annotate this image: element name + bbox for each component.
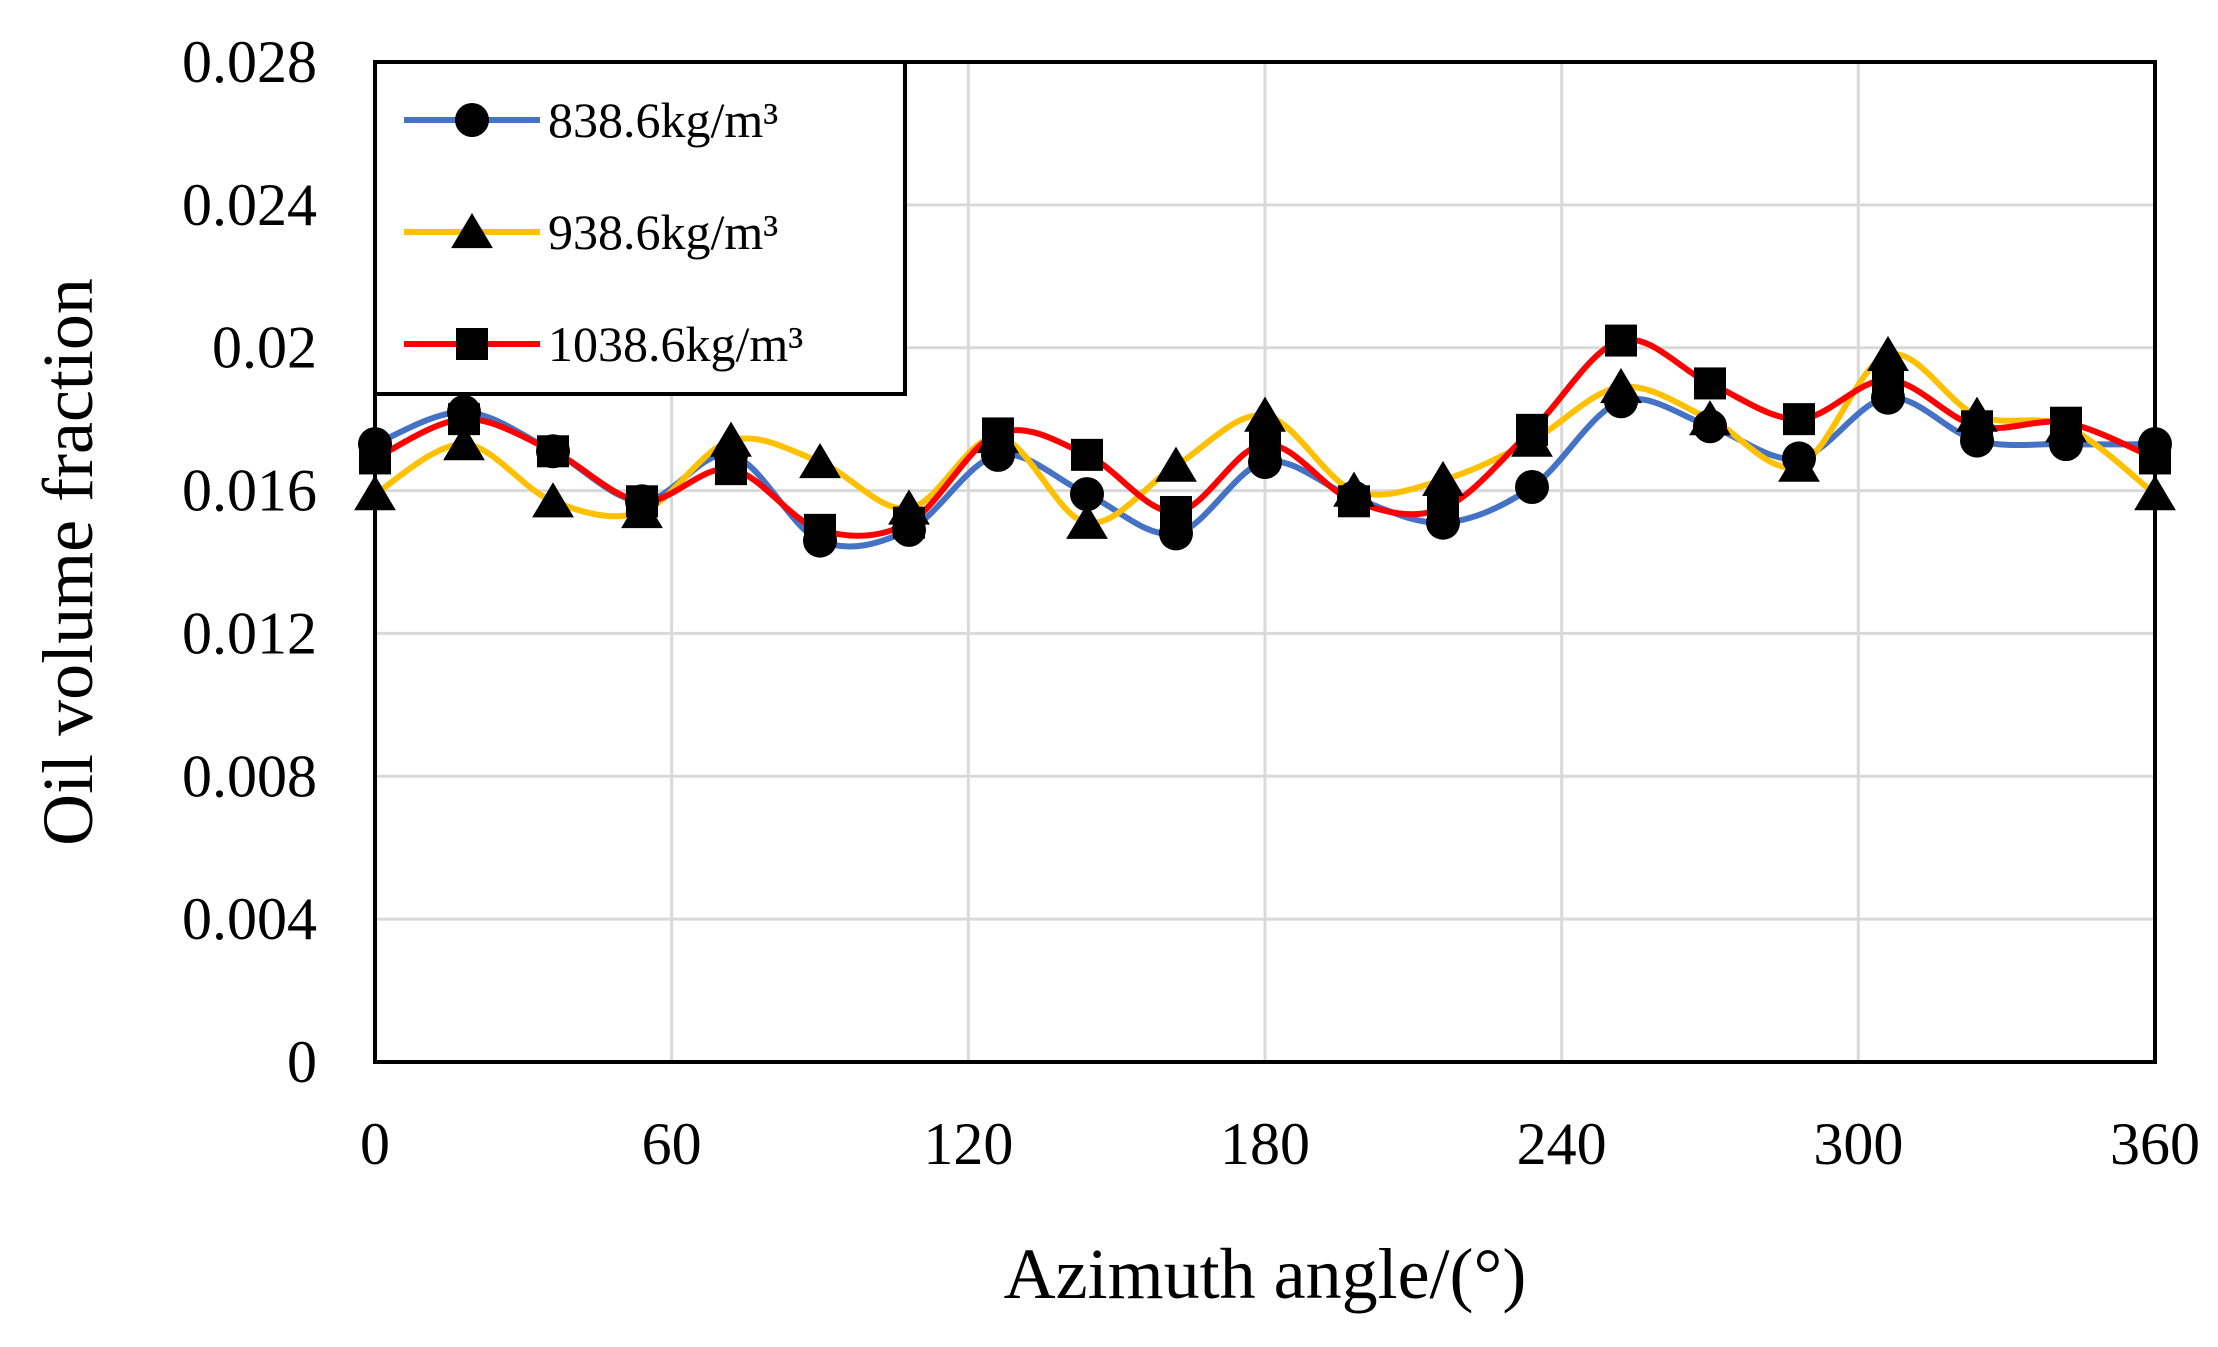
data-point-triangle-marker xyxy=(532,482,574,518)
data-point-square-marker xyxy=(1338,485,1370,518)
plot-area-frame xyxy=(373,60,2157,1064)
y-tick-label: 0.028 xyxy=(182,29,317,95)
series-3-markers xyxy=(359,324,2171,546)
legend-item-2: 938.6kg/m³ xyxy=(404,204,778,260)
y-axis-tick-labels: 0 0.004 0.008 0.012 0.016 0.02 0.024 0.028 xyxy=(182,29,317,1095)
x-tick-label: 360 xyxy=(2110,1111,2200,1177)
data-point-square-marker xyxy=(448,403,480,436)
legend-label: 838.6kg/m³ xyxy=(548,92,778,148)
data-point-triangle-marker xyxy=(710,421,752,457)
data-point-triangle-marker xyxy=(443,425,485,461)
x-tick-label: 240 xyxy=(1517,1111,1607,1177)
data-point-square-marker xyxy=(715,453,747,486)
data-point-square-marker xyxy=(1516,413,1548,446)
legend-circle-marker xyxy=(455,103,489,137)
y-tick-label: 0.024 xyxy=(182,172,317,238)
data-point-square-marker xyxy=(1249,428,1281,461)
legend-triangle-marker xyxy=(451,213,493,249)
data-point-triangle-marker xyxy=(1155,446,1197,482)
x-axis-title: Azimuth angle/(°) xyxy=(1004,1234,1527,1314)
legend-item-1: 838.6kg/m³ xyxy=(404,92,778,148)
legend-label: 938.6kg/m³ xyxy=(548,204,778,260)
data-point-square-marker xyxy=(982,417,1014,450)
data-point-circle-marker xyxy=(1070,477,1104,512)
data-point-square-marker xyxy=(1160,496,1192,528)
data-point-square-marker xyxy=(1872,363,1904,396)
y-axis-title: Oil volume fraction xyxy=(28,278,108,846)
y-tick-label: 0 xyxy=(287,1029,317,1095)
y-tick-label: 0.016 xyxy=(182,458,317,524)
data-point-square-marker xyxy=(537,435,569,468)
x-tick-label: 120 xyxy=(923,1111,1013,1177)
legend-item-3: 1038.6kg/m³ xyxy=(404,316,803,372)
series-markers xyxy=(354,324,2176,558)
x-axis-tick-labels: 0 60 120 180 240 300 360 xyxy=(360,1111,2200,1177)
data-point-triangle-marker xyxy=(1066,503,1108,539)
data-point-triangle-marker xyxy=(1600,368,1642,404)
x-tick-label: 300 xyxy=(1813,1111,1903,1177)
data-point-square-marker xyxy=(893,506,925,539)
data-point-square-marker xyxy=(1427,492,1459,525)
data-point-square-marker xyxy=(2050,406,2082,439)
y-tick-label: 0.012 xyxy=(182,600,317,666)
x-tick-label: 180 xyxy=(1220,1111,1310,1177)
data-point-square-marker xyxy=(1071,438,1103,471)
data-point-triangle-marker xyxy=(1422,460,1464,497)
data-point-square-marker xyxy=(1783,403,1815,436)
x-tick-label: 60 xyxy=(642,1111,702,1177)
x-tick-label: 0 xyxy=(360,1111,390,1177)
data-point-triangle-marker xyxy=(799,443,841,479)
data-point-square-marker xyxy=(804,513,836,546)
legend: 838.6kg/m³ 938.6kg/m³ 1038.6kg/m³ xyxy=(373,60,907,396)
data-point-square-marker xyxy=(1694,367,1726,400)
data-point-square-marker xyxy=(1961,410,1993,443)
data-point-triangle-marker xyxy=(1867,335,1909,372)
data-point-square-marker xyxy=(626,485,658,518)
data-point-triangle-marker xyxy=(1244,396,1286,432)
data-point-triangle-marker xyxy=(1778,446,1820,482)
legend-square-marker xyxy=(456,328,488,360)
y-tick-label: 0.008 xyxy=(182,743,317,809)
y-tick-label: 0.02 xyxy=(212,315,317,381)
y-tick-label: 0.004 xyxy=(182,886,317,952)
data-point-square-marker xyxy=(1605,324,1637,357)
legend-label: 1038.6kg/m³ xyxy=(548,316,803,372)
data-point-triangle-marker xyxy=(1689,400,1731,436)
data-point-circle-marker xyxy=(1515,470,1549,504)
